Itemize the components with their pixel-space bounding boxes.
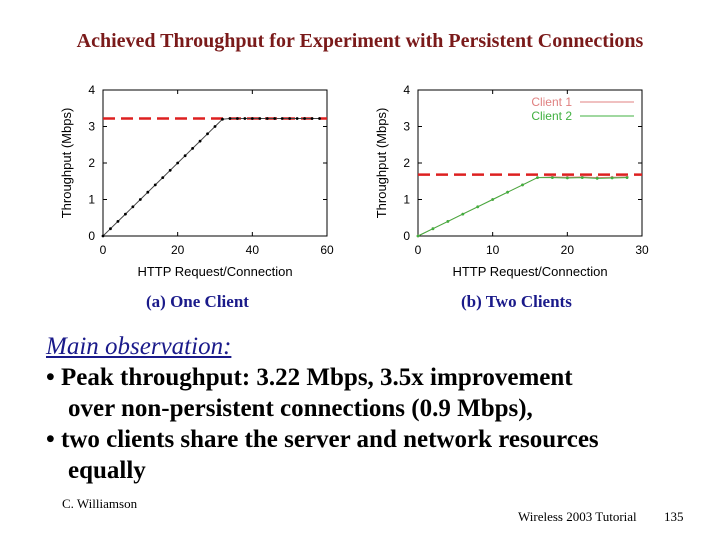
author-name: C. Williamson bbox=[62, 496, 138, 511]
y-tick-label: 2 bbox=[88, 156, 95, 170]
y-tick-label: 0 bbox=[403, 229, 410, 243]
data-point bbox=[461, 212, 465, 216]
plot-frame bbox=[417, 89, 643, 237]
series-line-2 bbox=[417, 177, 628, 237]
data-point bbox=[416, 234, 420, 238]
data-point bbox=[303, 117, 306, 120]
data-point bbox=[491, 198, 495, 201]
observation-line: • Peak throughput: 3.22 Mbps, 3.5x impro… bbox=[46, 364, 573, 391]
x-tick-label: 0 bbox=[100, 243, 107, 257]
data-point bbox=[168, 168, 172, 172]
x-tick-label: 10 bbox=[486, 243, 500, 257]
data-point bbox=[109, 227, 112, 231]
series-line-1 bbox=[102, 117, 320, 237]
data-point bbox=[183, 154, 187, 158]
y-axis-label: Throughput (Mbps) bbox=[59, 108, 74, 219]
y-axis-label: Throughput (Mbps) bbox=[374, 108, 389, 219]
data-point bbox=[521, 183, 524, 187]
y-tick-label: 2 bbox=[403, 156, 410, 170]
y-tick-label: 1 bbox=[403, 193, 410, 207]
y-tick-label: 1 bbox=[88, 193, 95, 207]
page-number: 135 bbox=[664, 509, 684, 524]
data-point bbox=[221, 117, 224, 121]
data-point bbox=[288, 117, 292, 120]
data-point bbox=[250, 117, 254, 120]
footer-text: Wireless 2003 Tutorial bbox=[518, 509, 637, 524]
data-point bbox=[138, 198, 142, 201]
legend-label: Client 1 bbox=[531, 95, 572, 109]
x-axis-label: HTTP Request/Connection bbox=[137, 264, 292, 279]
observation-heading: Main observation: bbox=[46, 333, 232, 360]
data-point bbox=[565, 176, 569, 180]
data-point bbox=[625, 176, 629, 179]
data-point bbox=[506, 190, 509, 194]
x-tick-label: 20 bbox=[171, 243, 185, 257]
y-tick-label: 3 bbox=[403, 120, 410, 134]
data-point bbox=[198, 139, 202, 143]
x-tick-label: 0 bbox=[415, 243, 422, 257]
x-tick-label: 60 bbox=[320, 243, 334, 257]
data-point bbox=[146, 190, 150, 194]
data-point bbox=[431, 227, 435, 231]
legend-label: Client 2 bbox=[531, 109, 572, 123]
data-point bbox=[295, 117, 299, 120]
data-point bbox=[273, 117, 277, 120]
data-point bbox=[580, 176, 584, 179]
x-axis-label: HTTP Request/Connection bbox=[452, 264, 607, 279]
slide-title: Achieved Throughput for Experiment with … bbox=[76, 30, 644, 52]
y-tick-label: 4 bbox=[403, 83, 410, 97]
data-point bbox=[318, 117, 321, 120]
data-point bbox=[116, 220, 120, 223]
y-tick-label: 0 bbox=[88, 229, 95, 243]
data-point bbox=[228, 117, 232, 120]
observation-line: equally bbox=[68, 457, 146, 484]
data-point bbox=[153, 183, 157, 187]
chart-b-caption: (b) Two Clients bbox=[461, 292, 572, 311]
data-point bbox=[310, 117, 314, 120]
data-point bbox=[446, 220, 450, 223]
data-point bbox=[101, 234, 105, 238]
plot-frame bbox=[102, 89, 328, 237]
data-point bbox=[131, 205, 135, 209]
data-point bbox=[206, 132, 209, 136]
data-point bbox=[243, 117, 247, 120]
data-point bbox=[551, 176, 554, 179]
observation-block: Main observation: • Peak throughput: 3.2… bbox=[46, 331, 706, 486]
data-point bbox=[124, 212, 127, 216]
y-tick-label: 3 bbox=[88, 120, 95, 134]
x-tick-label: 20 bbox=[561, 243, 575, 257]
data-point bbox=[176, 161, 180, 165]
y-tick-label: 4 bbox=[88, 83, 95, 97]
data-point bbox=[280, 117, 284, 120]
data-point bbox=[265, 117, 269, 120]
chart-two-clients: 0 1 2 3 4 0 10 20 30 HTTP Request/Connection Throu… bbox=[374, 83, 649, 279]
observation-line: over non-persistent connections (0.9 Mbp… bbox=[68, 395, 533, 422]
data-point bbox=[161, 176, 165, 179]
data-point bbox=[610, 176, 614, 180]
x-tick-label: 30 bbox=[635, 243, 649, 257]
data-point bbox=[595, 176, 599, 180]
observation-line: • two clients share the server and netwo… bbox=[46, 426, 599, 453]
data-point bbox=[258, 117, 262, 120]
data-point bbox=[191, 147, 195, 150]
chart-a-caption: (a) One Client bbox=[146, 292, 249, 311]
data-point bbox=[236, 117, 239, 120]
data-point bbox=[213, 125, 217, 128]
data-point bbox=[536, 176, 539, 179]
data-point bbox=[476, 205, 480, 209]
x-tick-label: 40 bbox=[246, 243, 260, 257]
